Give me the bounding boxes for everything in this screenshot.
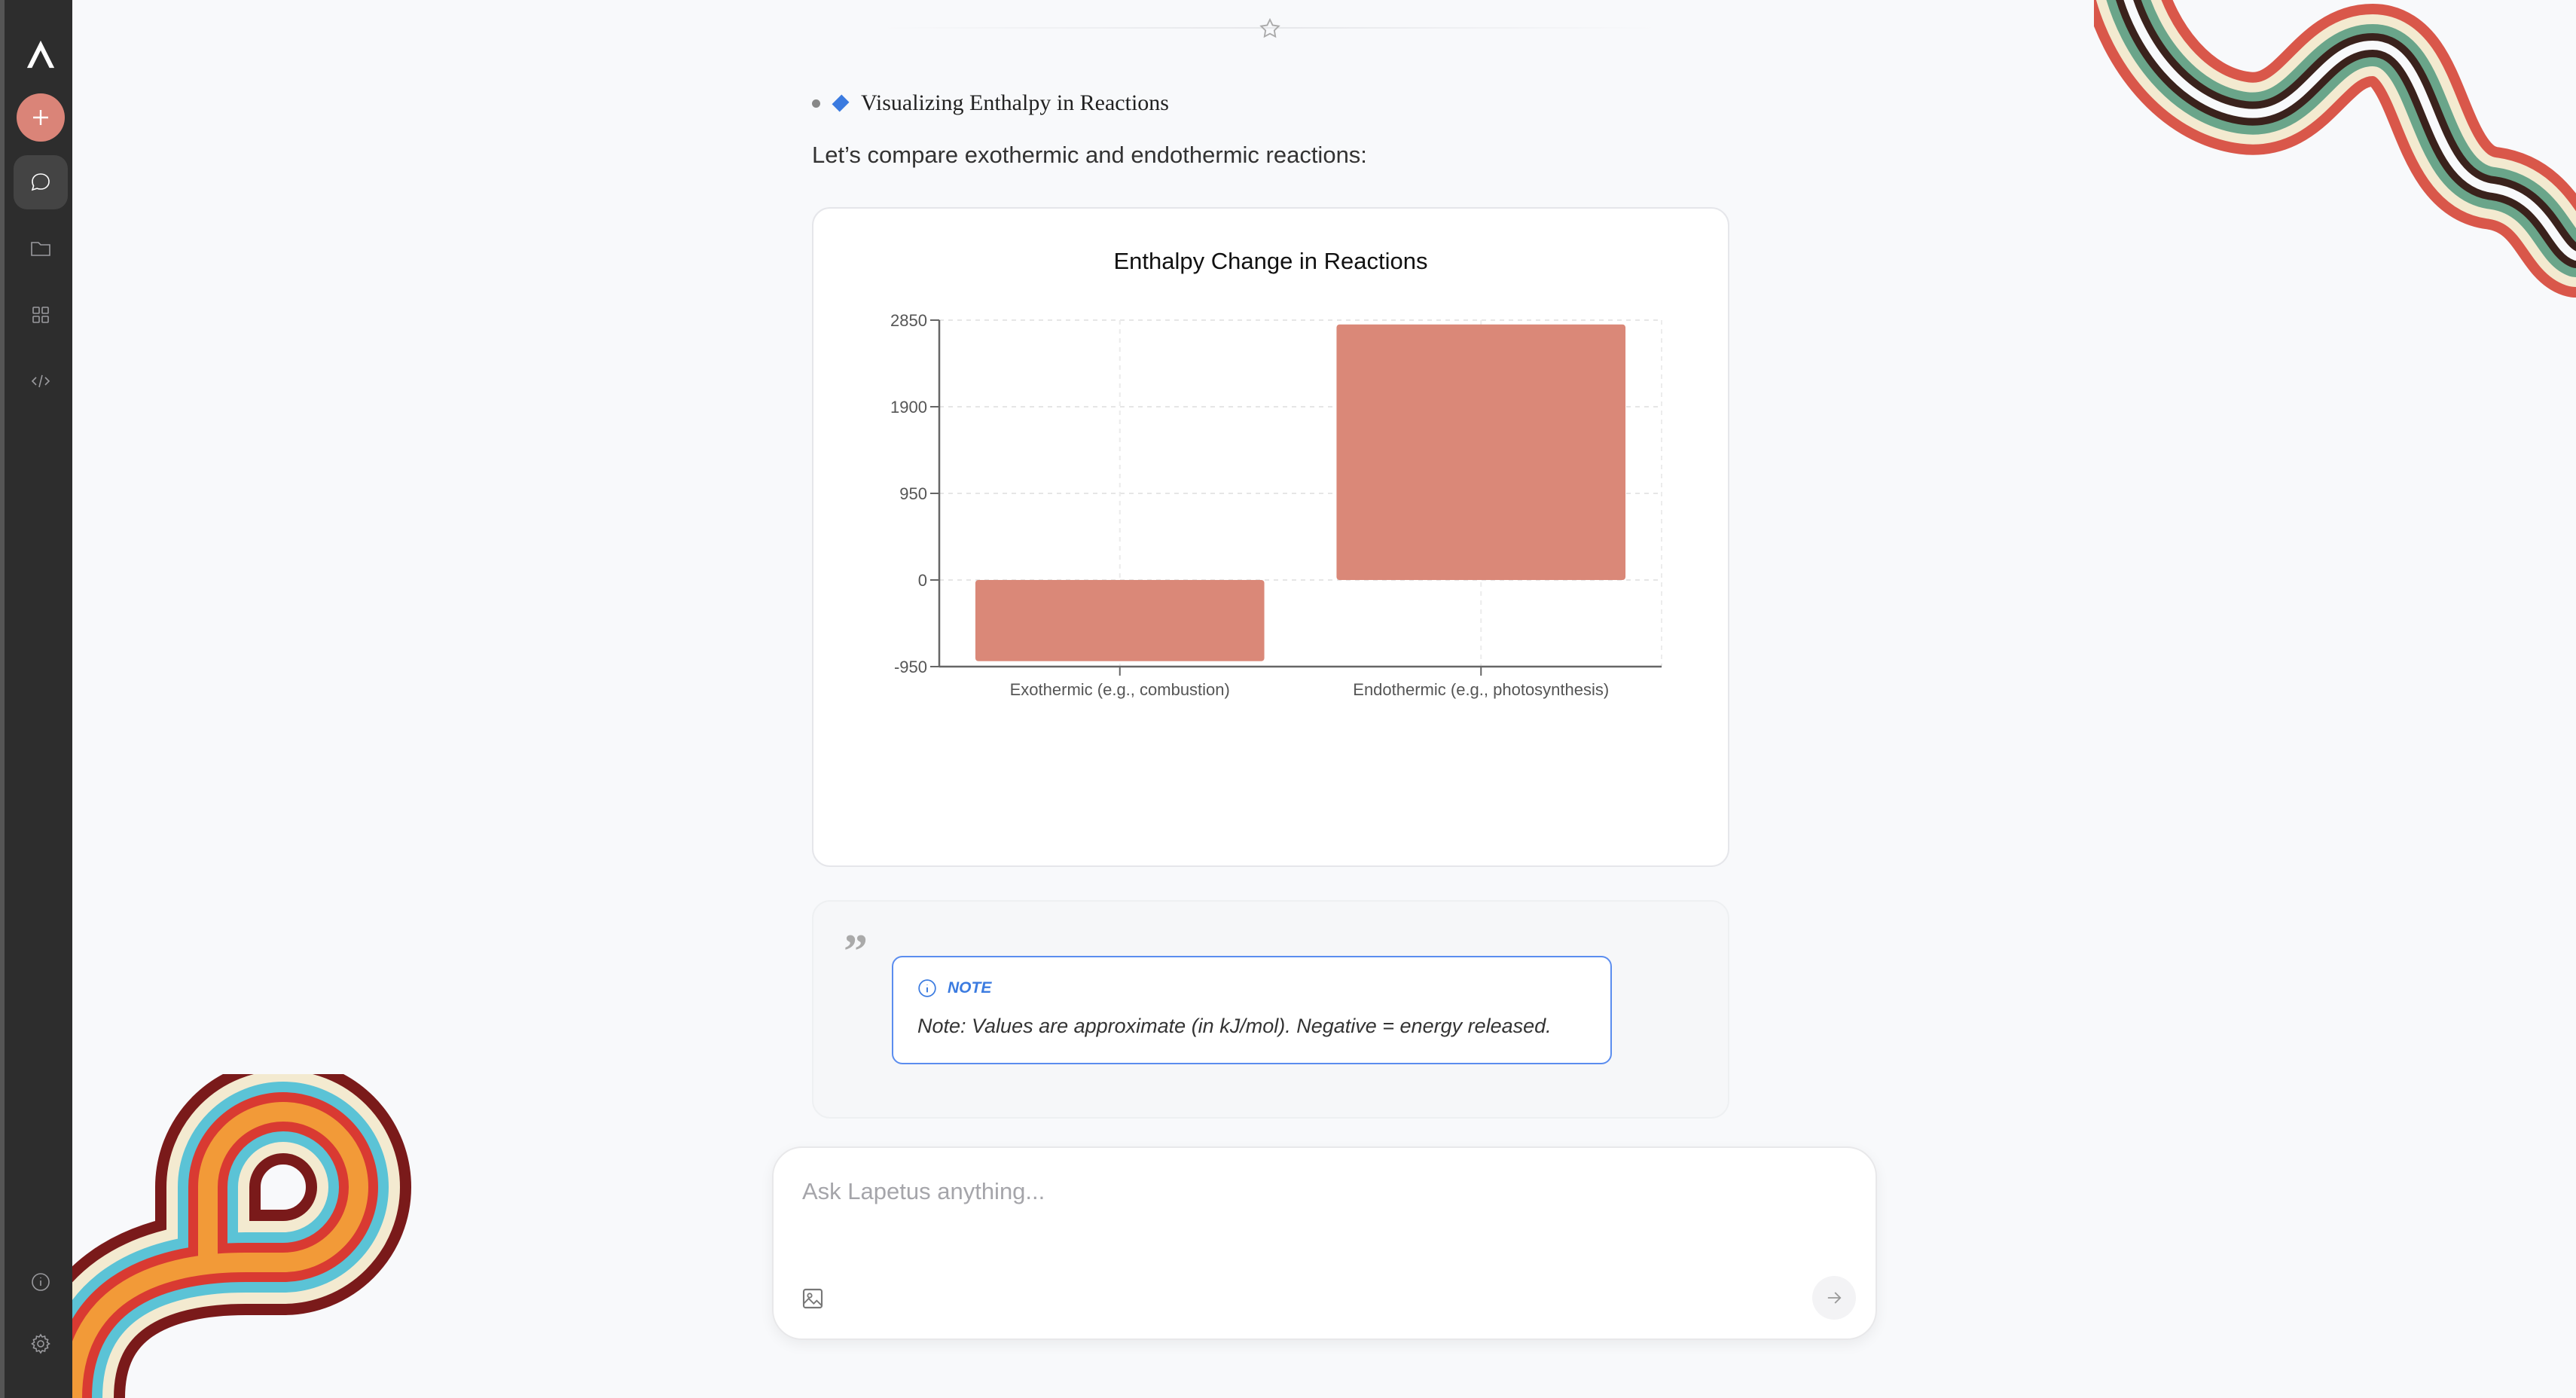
y-tick-label: 1900 <box>890 398 927 417</box>
plus-icon <box>33 110 48 125</box>
note-label: NOTE <box>948 979 992 997</box>
section-heading: Visualizing Enthalpy in Reactions <box>812 90 1169 116</box>
y-tick-label: -950 <box>894 658 927 676</box>
chart-title: Enthalpy Change in Reactions <box>1113 248 1428 274</box>
blue-diamond-icon <box>832 94 850 112</box>
decorative-stripes-top-right <box>2094 0 2576 298</box>
quote-icon: ” <box>844 924 868 978</box>
bullet <box>812 99 820 108</box>
y-tick-label: 950 <box>899 484 927 503</box>
info-icon <box>32 1273 50 1291</box>
sidebar-item-apps[interactable] <box>14 288 68 342</box>
divider <box>881 27 1657 29</box>
chat-icon <box>31 173 50 191</box>
send-button[interactable] <box>1812 1276 1856 1320</box>
code-icon <box>31 374 50 388</box>
sidebar-item-code[interactable] <box>14 354 68 408</box>
x-tick-label: Endothermic (e.g., photosynthesis) <box>1353 680 1609 699</box>
y-tick-label: 2850 <box>890 311 927 330</box>
image-upload-icon[interactable] <box>801 1287 825 1311</box>
info-button[interactable] <box>14 1255 68 1309</box>
intro-text: Let’s compare exothermic and endothermic… <box>812 142 1367 168</box>
sidebar-item-chat[interactable] <box>14 155 68 209</box>
sidebar-item-folder[interactable] <box>14 221 68 276</box>
bar-2 <box>1336 324 1626 580</box>
x-tick-label: Exothermic (e.g., combustion) <box>1010 680 1230 699</box>
chat-input[interactable] <box>802 1178 1781 1205</box>
blockquote-card: ” NOTE Note: Values are approximate (in … <box>812 900 1729 1119</box>
chart-card: Enthalpy Change in Reactions -950 0 950 190… <box>812 207 1729 867</box>
logo[interactable] <box>14 27 68 81</box>
note-text: Note: Values are approximate (in kJ/mol)… <box>917 1015 1552 1037</box>
note-callout: NOTE Note: Values are approximate (in kJ… <box>892 956 1612 1064</box>
arrow-right-icon <box>1827 1292 1842 1304</box>
settings-button[interactable] <box>14 1317 68 1371</box>
sidebar <box>0 0 72 1398</box>
gear-icon <box>31 1333 50 1354</box>
new-chat-button[interactable] <box>17 93 65 142</box>
info-icon <box>918 979 936 997</box>
bar-chart: -950 0 950 1900 2850 Exothermic (e.g., combus… <box>890 311 1662 699</box>
bar-1 <box>975 580 1265 661</box>
heading-text: Visualizing Enthalpy in Reactions <box>861 90 1169 115</box>
star-icon[interactable] <box>1258 17 1282 41</box>
grid-icon <box>32 307 49 323</box>
y-tick-label: 0 <box>918 571 927 590</box>
chat-input-box <box>772 1146 1877 1340</box>
decorative-stripes-bottom-left <box>72 1074 411 1398</box>
folder-icon <box>31 242 50 256</box>
